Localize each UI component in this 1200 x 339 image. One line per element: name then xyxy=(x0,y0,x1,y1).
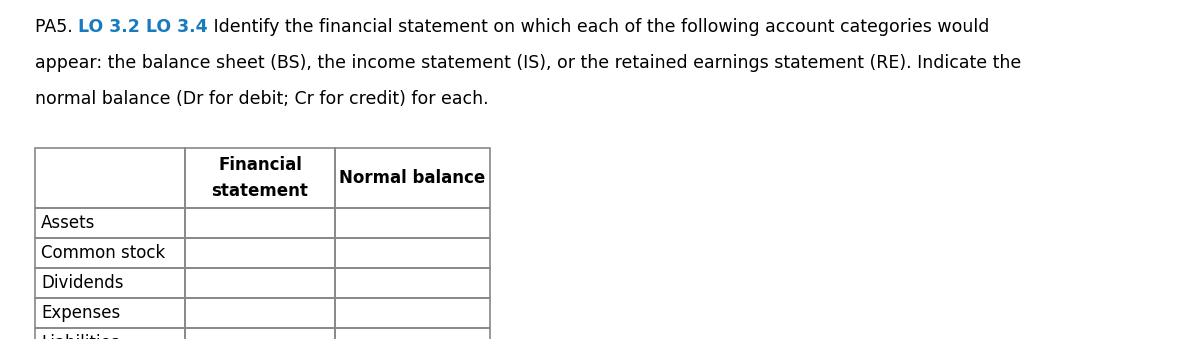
Bar xyxy=(335,238,490,268)
Bar xyxy=(335,268,490,298)
Bar xyxy=(185,268,335,298)
Text: Assets: Assets xyxy=(41,214,95,232)
Text: PA5.: PA5. xyxy=(35,18,78,36)
Bar xyxy=(35,238,185,268)
Bar xyxy=(35,148,185,208)
Text: Liabilities: Liabilities xyxy=(41,334,120,339)
Bar xyxy=(185,328,335,339)
Bar xyxy=(35,208,185,238)
Bar xyxy=(335,208,490,238)
Text: normal balance (Dr for debit; Cr for credit) for each.: normal balance (Dr for debit; Cr for cre… xyxy=(35,90,488,108)
Bar xyxy=(185,298,335,328)
Text: appear: the balance sheet (BS), the income statement (IS), or the retained earni: appear: the balance sheet (BS), the inco… xyxy=(35,54,1021,72)
Bar xyxy=(185,238,335,268)
Text: Financial: Financial xyxy=(218,156,302,174)
Bar xyxy=(335,328,490,339)
Bar xyxy=(35,328,185,339)
Bar xyxy=(35,268,185,298)
Text: Expenses: Expenses xyxy=(41,304,120,322)
Text: Dividends: Dividends xyxy=(41,274,124,292)
Text: statement: statement xyxy=(211,182,308,200)
Text: Identify the financial statement on which each of the following account categori: Identify the financial statement on whic… xyxy=(208,18,989,36)
Bar xyxy=(35,298,185,328)
Bar xyxy=(185,208,335,238)
Text: Common stock: Common stock xyxy=(41,244,166,262)
Text: LO 3.2 LO 3.4: LO 3.2 LO 3.4 xyxy=(78,18,208,36)
Bar xyxy=(335,148,490,208)
Bar xyxy=(185,148,335,208)
Bar xyxy=(335,298,490,328)
Text: Normal balance: Normal balance xyxy=(340,169,486,187)
